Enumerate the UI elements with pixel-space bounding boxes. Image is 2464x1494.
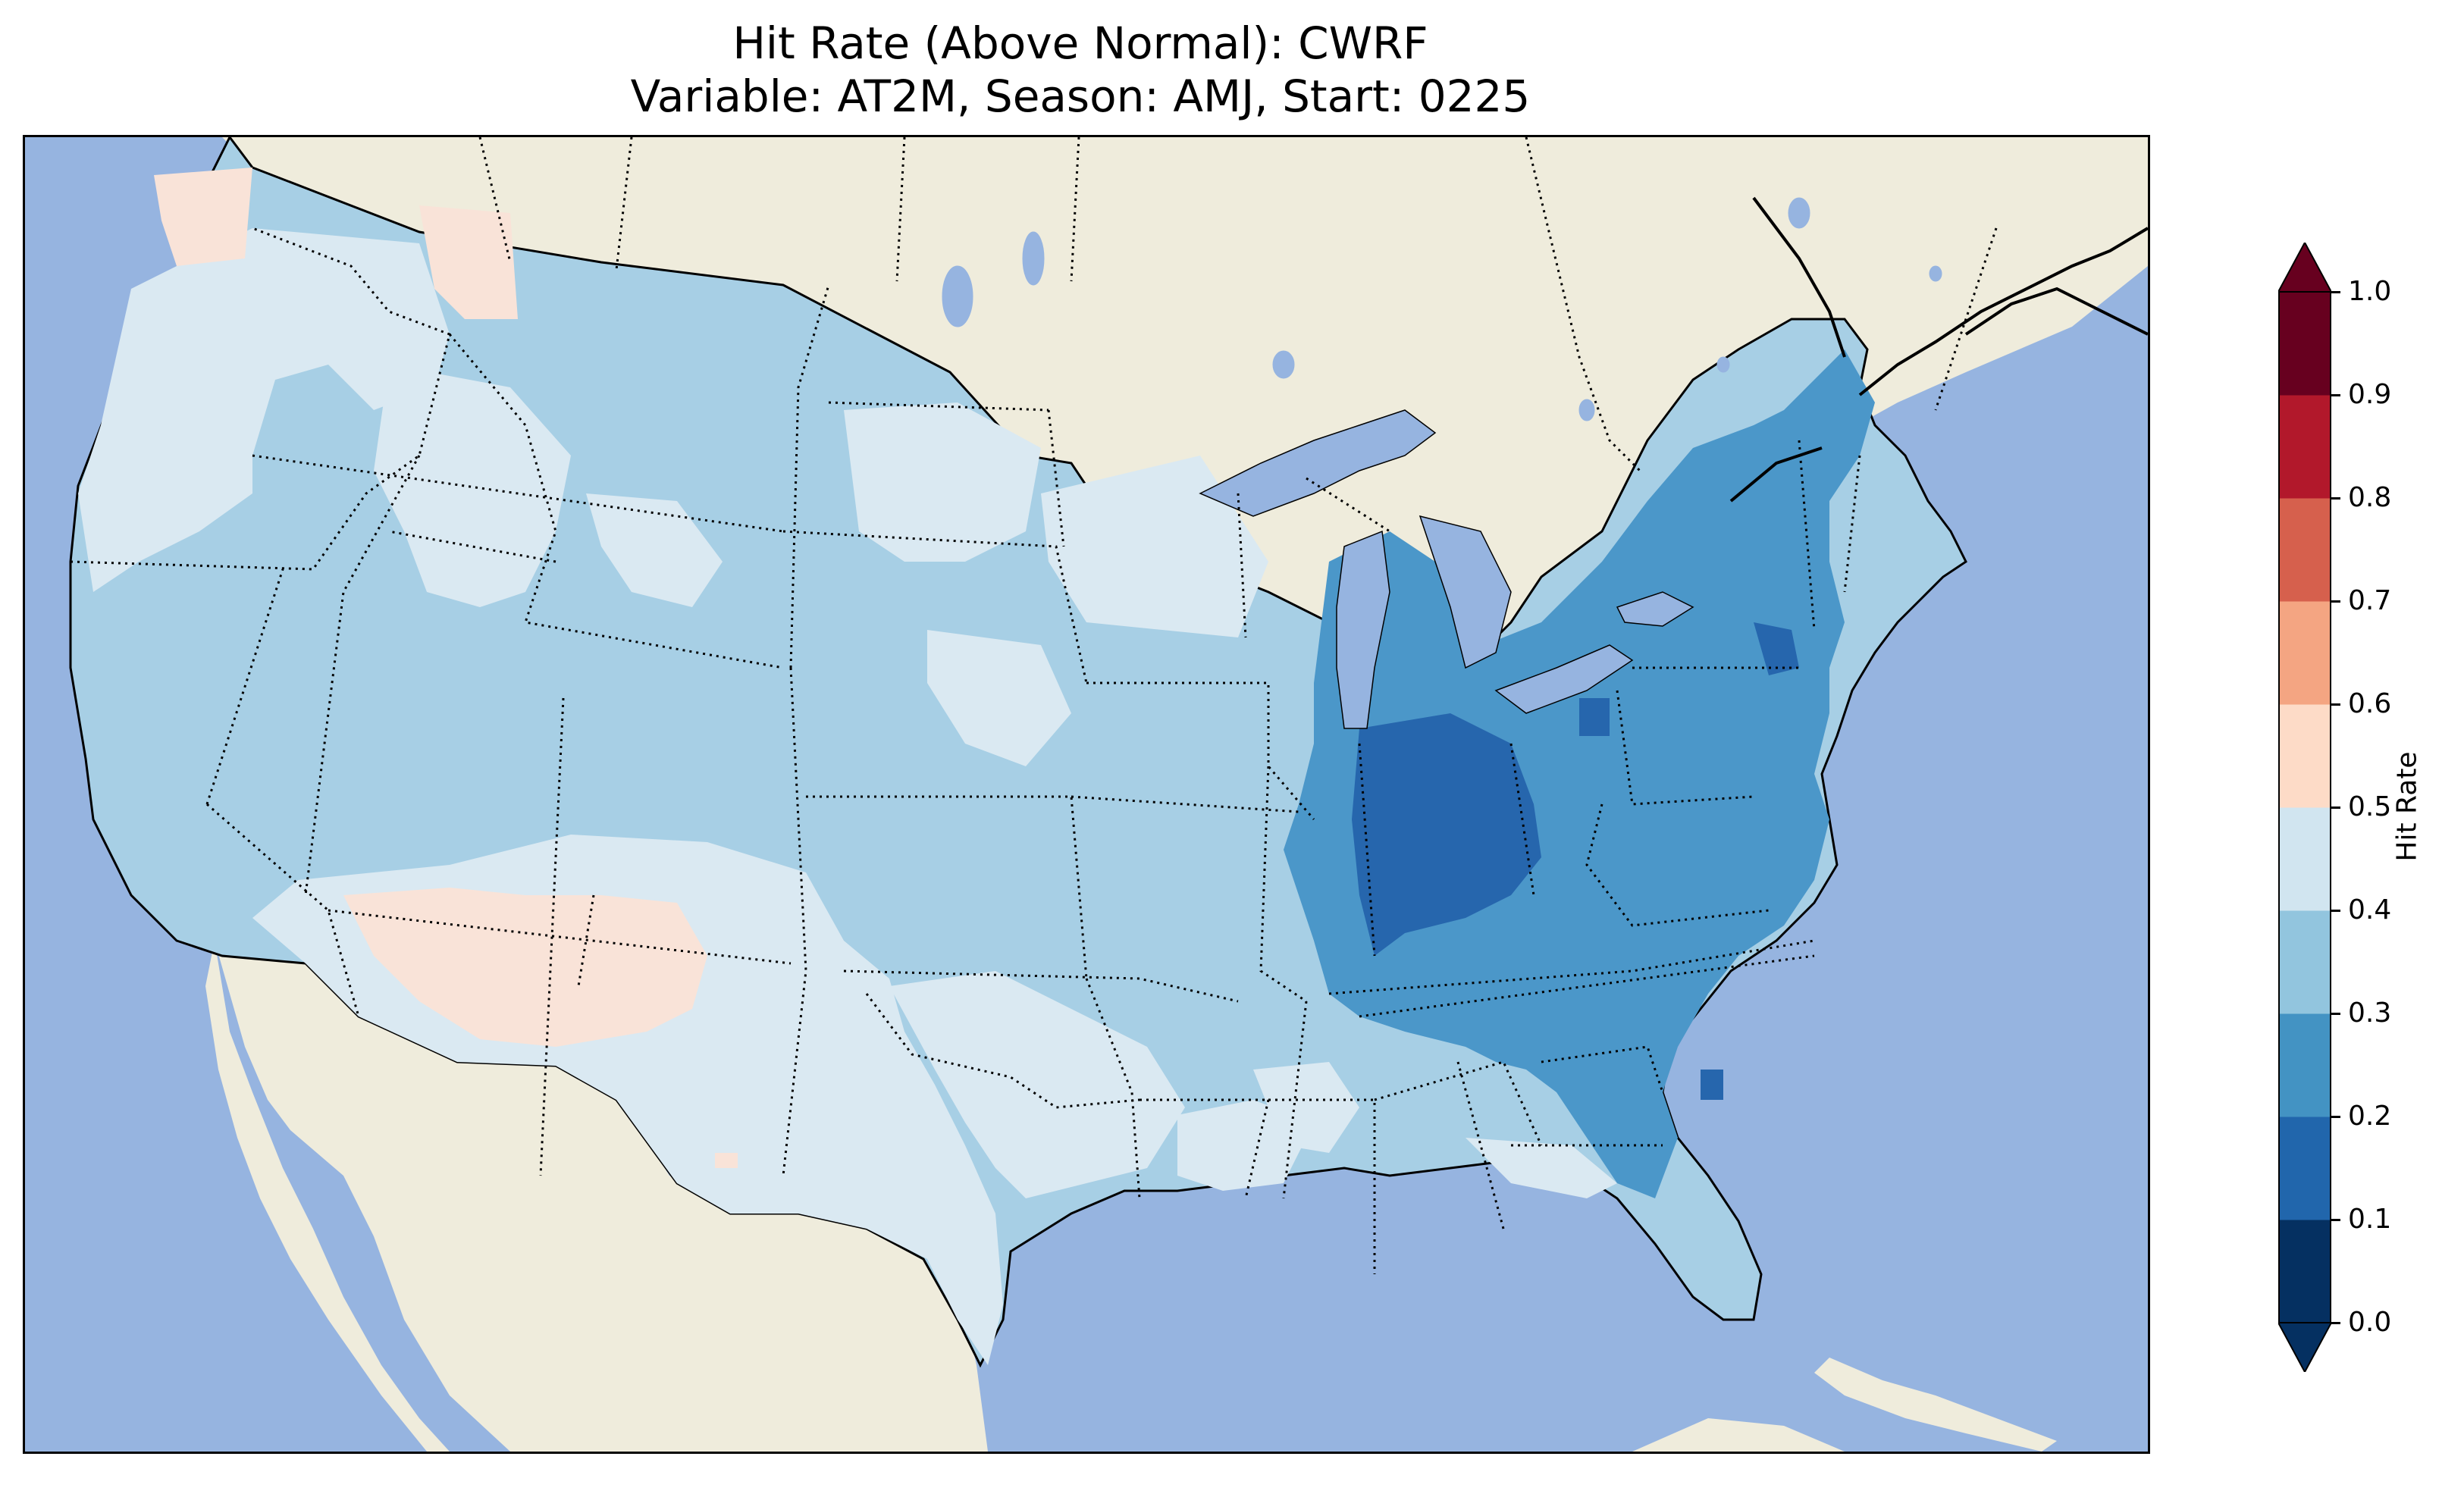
title-line-2: Variable: AT2M, Season: AMJ, Start: 0225 [630, 70, 1531, 122]
colorbar-segment [2279, 1220, 2331, 1323]
lake-erie [1494, 644, 1634, 714]
colorbar-tick-mark [2331, 1013, 2340, 1015]
colorbar-tick-label: 0.1 [2348, 1204, 2392, 1235]
field-05-06-washington-coast [154, 168, 252, 266]
field-05-06-texas-spot [715, 1153, 738, 1168]
colorbar-tick-label: 0.4 [2348, 894, 2392, 926]
field-04-05-minnesota [1041, 456, 1268, 637]
colorbar-tick-mark [2331, 1219, 2340, 1221]
field-01-02-pa [1579, 698, 1610, 736]
coastlines [1729, 196, 2148, 503]
colorbar-tick-label: 0.2 [2348, 1101, 2392, 1132]
colorbar-segment [2279, 704, 2331, 808]
field-04-05-sodakota [844, 402, 1041, 562]
map-canvas [25, 137, 2148, 1452]
colorbar-segments [2279, 292, 2331, 1323]
mexico-land [215, 941, 988, 1452]
colorbar-tick-label: 0.7 [2348, 585, 2392, 616]
field-01-02-indiana [1352, 713, 1541, 956]
province-borders [478, 137, 1998, 472]
title-line-1: Hit Rate (Above Normal): CWRF [732, 17, 1428, 69]
map-panel [23, 135, 2150, 1454]
field-04-05-nevada [374, 365, 571, 607]
lake-ontario [1616, 591, 1694, 627]
state-borders [70, 227, 1861, 1274]
colorbar-tick-mark [2331, 1322, 2340, 1324]
colorbar-segment [2279, 1117, 2331, 1220]
colorbar-tick-mark [2331, 394, 2340, 396]
colorbar-segment [2279, 910, 2331, 1014]
field-05-06-arizona [343, 888, 707, 1047]
colorbar-segment [2279, 498, 2331, 602]
colorbar-tick-mark [2331, 291, 2340, 293]
colorbar-tick-label: 0.5 [2348, 791, 2392, 822]
colorbar-tick-label: 0.8 [2348, 482, 2392, 513]
colorbar-extend-high [2278, 243, 2331, 293]
field-04-05-gulf-strip [1466, 1138, 1617, 1198]
colorbar [2278, 243, 2331, 1372]
colorbar-segment [2279, 395, 2331, 499]
colorbar-tick-mark [2331, 703, 2340, 706]
colorbar-tick-label: 0.3 [2348, 998, 2392, 1029]
colorbar-extend-low [2278, 1322, 2331, 1372]
colorbar-tick-mark [2331, 497, 2340, 500]
field-04-05-northwest [78, 228, 450, 592]
colorbar-outline [2278, 291, 2331, 1323]
canada-land [222, 137, 2148, 691]
colorbar-tick-label: 0.9 [2348, 379, 2392, 410]
colorbar-segment [2279, 1013, 2331, 1117]
colorbar-tick-mark [2331, 807, 2340, 809]
field-01-02-carolina [1701, 1070, 1723, 1100]
chart-title: Hit Rate (Above Normal): CWRF Variable: … [0, 17, 2161, 123]
lake-superior [1199, 409, 1437, 517]
canada-lakes [942, 197, 1942, 421]
colorbar-tick-mark [2331, 1116, 2340, 1118]
colorbar-segment [2279, 601, 2331, 705]
lake-huron [1419, 515, 1512, 669]
colorbar-segment [2279, 292, 2331, 396]
field-04-05-texas [889, 971, 1185, 1198]
lake-michigan [1336, 530, 1390, 729]
field-04-05-mississippi [1253, 1062, 1359, 1153]
central-america-land [1632, 1418, 1845, 1452]
field-04-05-wyoming [586, 493, 723, 607]
colorbar-tick-label: 0.6 [2348, 688, 2392, 719]
colorbar-segment [2279, 807, 2331, 911]
cuba-land [1814, 1358, 2057, 1452]
colorbar-tick-label: 1.0 [2348, 276, 2392, 307]
colorbar-tick-label: 0.0 [2348, 1307, 2392, 1338]
colorbar-tick-mark [2331, 910, 2340, 912]
colorbar-tick-mark [2331, 600, 2340, 603]
field-05-06-idaho [419, 205, 518, 319]
field-01-02-ny [1754, 622, 1799, 675]
field-04-05-nebraska [927, 630, 1071, 766]
